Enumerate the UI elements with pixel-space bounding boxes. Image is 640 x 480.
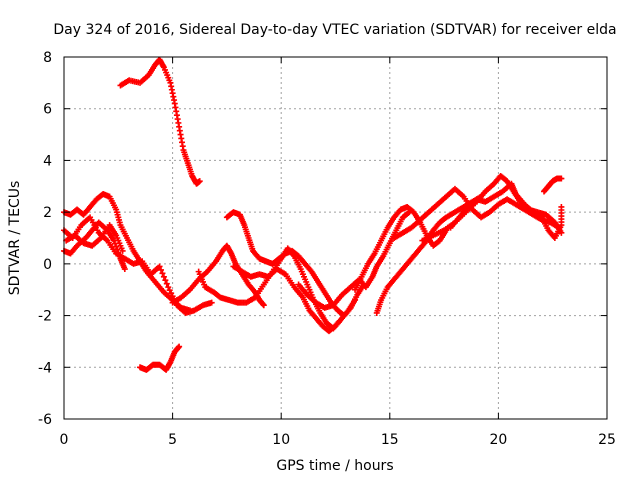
series-arc-10 bbox=[230, 263, 359, 335]
series-arc-17 bbox=[541, 175, 565, 195]
x-tick-label: 15 bbox=[381, 432, 399, 448]
data-point bbox=[114, 246, 121, 253]
y-axis-ticks: -6 -4 -2 0 2 4 6 8 bbox=[38, 50, 607, 428]
plot-frame bbox=[63, 56, 608, 420]
data-point bbox=[166, 287, 173, 294]
data-point bbox=[169, 293, 176, 300]
data-point bbox=[159, 270, 166, 277]
y-tick-label: 8 bbox=[43, 50, 52, 66]
y-tick-label: 0 bbox=[43, 257, 52, 273]
y-tick-label: -4 bbox=[38, 360, 52, 376]
x-tick-label: 10 bbox=[272, 432, 290, 448]
data-point bbox=[158, 266, 165, 273]
data-point bbox=[196, 178, 203, 185]
y-tick-label: 4 bbox=[43, 153, 52, 169]
data-point bbox=[165, 284, 172, 291]
data-point bbox=[115, 249, 122, 256]
data-point bbox=[168, 290, 175, 297]
data-point bbox=[352, 297, 359, 304]
y-tick-label: -6 bbox=[38, 412, 52, 428]
data-point bbox=[176, 343, 183, 350]
y-tick-label: 6 bbox=[43, 102, 52, 118]
series-arc-16 bbox=[447, 180, 565, 241]
data-points bbox=[61, 56, 565, 373]
y-tick-label: -2 bbox=[38, 309, 52, 325]
data-point bbox=[162, 277, 169, 284]
x-axis-label: GPS time / hours bbox=[276, 458, 393, 474]
y-tick-label: 2 bbox=[43, 205, 52, 221]
data-point bbox=[208, 299, 215, 306]
x-tick-label: 20 bbox=[489, 432, 507, 448]
data-point bbox=[260, 302, 267, 309]
x-axis-ticks: 0 5 10 15 20 25 bbox=[60, 57, 616, 448]
x-tick-label: 0 bbox=[60, 432, 69, 448]
series-arc-6 bbox=[63, 222, 126, 254]
data-point bbox=[163, 280, 170, 287]
data-point bbox=[116, 252, 123, 259]
y-axis-label: SDTVAR / TECUs bbox=[7, 181, 23, 296]
series-arc-5 bbox=[61, 219, 128, 273]
series-arc-11 bbox=[295, 209, 413, 311]
x-tick-label: 25 bbox=[598, 432, 616, 448]
data-point bbox=[156, 263, 163, 270]
series-arc-2 bbox=[137, 343, 183, 373]
data-point bbox=[405, 210, 412, 217]
grid-lines bbox=[64, 57, 607, 419]
data-point bbox=[558, 203, 565, 210]
chart-title: Day 324 of 2016, Sidereal Day-to-day VTE… bbox=[53, 22, 616, 38]
series-arc-1 bbox=[117, 56, 203, 187]
x-tick-label: 5 bbox=[168, 432, 177, 448]
data-point bbox=[119, 247, 126, 254]
data-point bbox=[121, 266, 128, 273]
data-point bbox=[113, 243, 120, 250]
data-point bbox=[160, 273, 167, 280]
data-point bbox=[558, 229, 565, 236]
data-point bbox=[558, 175, 565, 182]
series-arc-12 bbox=[352, 203, 450, 293]
